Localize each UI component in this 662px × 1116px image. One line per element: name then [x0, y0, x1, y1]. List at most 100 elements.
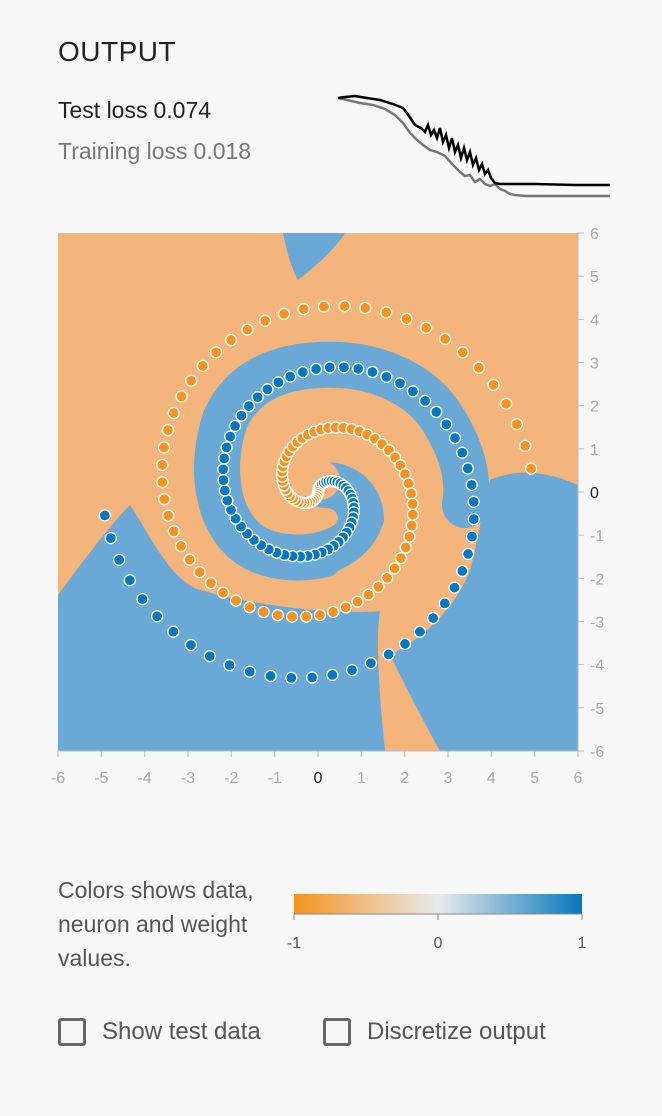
legend-gradient-bar	[294, 894, 582, 914]
data-point-orange	[161, 423, 175, 437]
data-point-blue	[465, 478, 478, 491]
x-tick-label: 3	[444, 770, 453, 787]
data-point-blue	[461, 547, 475, 561]
data-point-orange	[216, 586, 230, 599]
y-tick-label: -1	[590, 528, 604, 545]
discretize-output-checkbox[interactable]: Discretize output	[323, 1018, 546, 1046]
test-loss: Test loss 0.074	[58, 97, 211, 124]
data-point-blue	[104, 531, 117, 545]
data-point-blue	[243, 665, 256, 678]
checkbox-box[interactable]	[58, 1018, 86, 1046]
data-point-blue	[285, 671, 298, 685]
decision-regions	[58, 233, 578, 751]
data-point-orange	[196, 359, 209, 373]
data-point-blue	[364, 657, 378, 670]
data-point-blue	[284, 370, 297, 383]
region-blue-top	[283, 233, 345, 280]
data-point-orange	[338, 299, 351, 313]
data-point-orange	[224, 333, 238, 347]
data-point-blue	[430, 405, 443, 419]
y-tick-label: -2	[590, 571, 604, 588]
legend-tick-max: 1	[578, 935, 587, 952]
data-point-orange	[472, 361, 486, 374]
region-blue-bottom-left	[58, 505, 385, 751]
region-blue-bottom-right	[390, 472, 578, 751]
data-point-orange	[193, 565, 206, 579]
y-tick-label: 6	[590, 226, 599, 243]
data-point-orange	[241, 323, 254, 336]
data-point-blue	[167, 625, 180, 638]
data-point-blue	[218, 452, 231, 465]
data-point-orange	[300, 610, 313, 623]
data-point-blue	[467, 495, 480, 508]
data-point-orange	[257, 605, 270, 619]
data-point-orange	[394, 551, 408, 565]
y-tick-label: -3	[590, 615, 604, 632]
training-loss: Training loss 0.018	[58, 138, 251, 165]
data-point-blue	[337, 361, 351, 374]
data-point-blue	[461, 462, 474, 475]
x-tick-label: -5	[94, 770, 108, 787]
data-point-blue	[427, 611, 440, 625]
y-tick-label: 2	[590, 399, 599, 416]
legend-description: Colors shows data, neuron and weight val…	[58, 877, 254, 971]
data-point-orange	[456, 346, 469, 359]
data-point-blue	[272, 376, 285, 389]
data-point-orange	[510, 418, 523, 431]
data-point-blue	[448, 581, 461, 594]
data-point-orange	[406, 508, 419, 521]
x-axis: -6 -5 -4 -3 -2 -1 0 1 2 3 4 5 6	[51, 750, 583, 787]
test-loss-label: Test loss	[58, 97, 148, 123]
data-point-orange	[327, 605, 340, 619]
data-point-orange	[420, 321, 433, 334]
data-point-blue	[380, 370, 393, 383]
x-tick-label: -6	[51, 770, 65, 787]
data-point-orange	[167, 406, 180, 420]
discretize-output-label: Discretize output	[367, 1018, 546, 1045]
data-point-orange	[158, 493, 171, 506]
show-test-data-checkbox[interactable]: Show test data	[58, 1018, 261, 1046]
data-point-orange	[438, 332, 452, 346]
x-tick-label: 6	[574, 770, 583, 787]
training-loss-curve	[337, 96, 610, 198]
data-point-blue	[296, 365, 309, 379]
data-point-blue	[413, 625, 427, 638]
y-tick-label: 0	[590, 485, 599, 502]
data-point-orange	[405, 519, 418, 532]
data-point-blue	[345, 663, 359, 677]
data-point-blue	[448, 431, 462, 445]
data-point-orange	[519, 439, 532, 453]
test-loss-value: 0.074	[153, 97, 212, 123]
x-tick-label: -2	[224, 770, 238, 787]
data-point-blue	[224, 430, 237, 443]
data-point-orange	[297, 302, 310, 316]
data-point-orange	[487, 378, 500, 392]
data-point-blue	[261, 383, 274, 396]
data-point-blue	[220, 441, 233, 454]
data-point-orange	[162, 509, 175, 522]
x-tick-label: 2	[400, 770, 409, 787]
data-point-blue	[418, 394, 432, 408]
data-point-orange	[403, 530, 416, 543]
data-point-blue	[223, 658, 236, 672]
data-point-blue	[136, 592, 149, 606]
data-point-orange	[400, 312, 413, 326]
y-tick-label: -6	[590, 744, 604, 761]
loss-sparkline	[337, 94, 610, 198]
data-point-orange	[277, 307, 291, 321]
color-legend: -1 0 1	[287, 894, 587, 952]
data-point-blue	[235, 409, 248, 422]
y-tick-label: -5	[590, 701, 604, 718]
data-point-blue	[150, 610, 164, 623]
y-tick-label: 4	[590, 312, 599, 329]
output-plot: -6 -5 -4 -3 -2 -1 0 1 2 3 4 5 6 6 5 4 3 2 1 0 -1 -2 -3 -4 -5 -6	[51, 226, 604, 787]
data-point-blue	[456, 446, 469, 459]
data-point-blue	[264, 669, 277, 683]
data-point-orange	[388, 562, 401, 575]
checkbox-box[interactable]	[323, 1018, 351, 1046]
data-point-orange	[500, 397, 513, 410]
data-point-orange	[380, 571, 394, 585]
data-point-orange	[359, 301, 372, 315]
data-point-blue	[352, 362, 365, 375]
y-tick-label: 1	[590, 442, 599, 459]
